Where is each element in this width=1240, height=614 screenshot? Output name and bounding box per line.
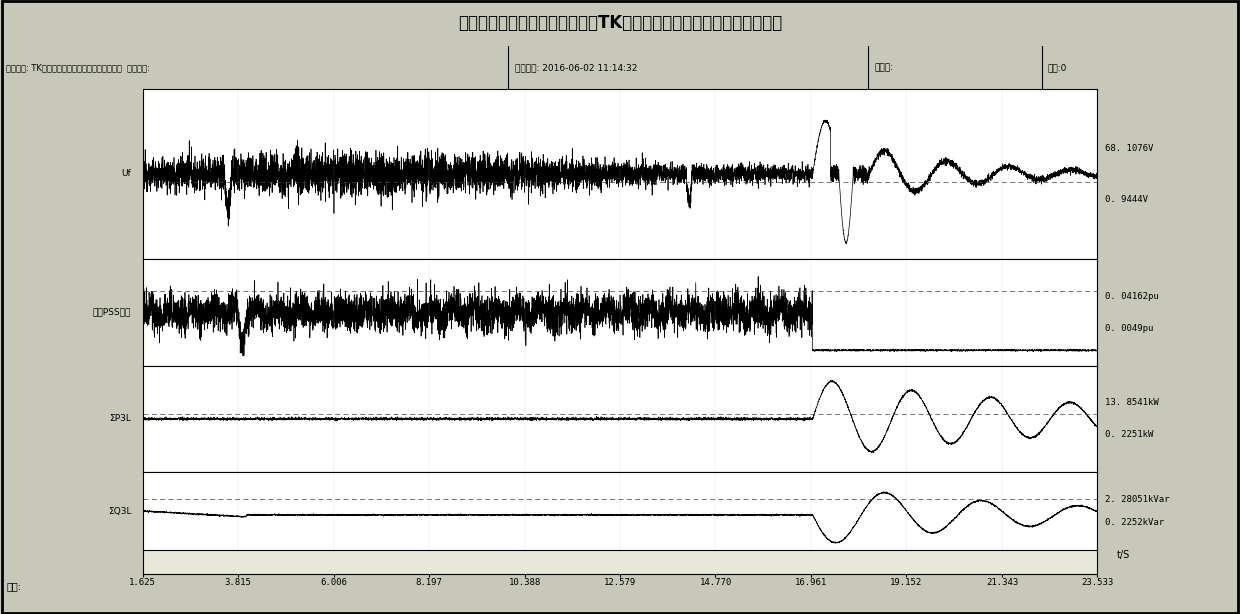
Text: 北京同控电力系统技术有限公司TK系列便携式电量记录分析仪录波曲线: 北京同控电力系统技术有限公司TK系列便携式电量记录分析仪录波曲线 [458,14,782,32]
Text: ΣP3L: ΣP3L [109,414,131,424]
Text: 2. 28051kVar: 2. 28051kVar [1105,495,1169,504]
Text: t/S: t/S [1116,550,1130,560]
Text: 机组号:: 机组号: [874,63,893,72]
Text: 0. 0049pu: 0. 0049pu [1105,324,1153,333]
Text: ΣQ3L: ΣQ3L [108,507,131,516]
Text: 0. 04162pu: 0. 04162pu [1105,292,1158,301]
Text: 图号:0: 图号:0 [1048,63,1068,72]
Text: Uf: Uf [122,169,131,179]
Text: 13. 8541kW: 13. 8541kW [1105,398,1158,407]
Text: 波形名称: TK系列便携式电量记录分析仪录波试卷  试验地点:: 波形名称: TK系列便携式电量记录分析仪录波试卷 试验地点: [6,63,150,72]
Text: 0. 2252kVar: 0. 2252kVar [1105,518,1163,527]
Text: 68. 1076V: 68. 1076V [1105,144,1153,153]
Text: 新型PSS输出: 新型PSS输出 [93,308,131,317]
Text: 备注:: 备注: [6,581,21,591]
Text: 试验时间: 2016-06-02 11:14:32: 试验时间: 2016-06-02 11:14:32 [515,63,637,72]
Text: 0. 9444V: 0. 9444V [1105,195,1147,204]
Text: 0. 2251kW: 0. 2251kW [1105,430,1153,440]
